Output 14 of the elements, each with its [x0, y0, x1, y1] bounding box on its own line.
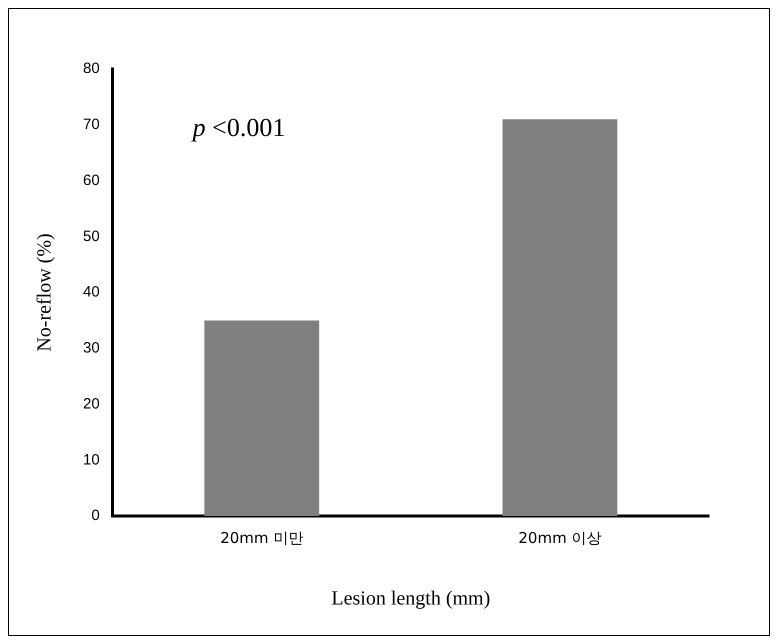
y-axis-title: No-reflow (%) — [33, 233, 56, 352]
x-tick-label: 20mm 미만 — [220, 528, 304, 547]
y-tick-label: 40 — [82, 284, 100, 301]
y-tick-label: 10 — [82, 451, 100, 468]
y-tick-label: 20 — [82, 395, 100, 412]
y-tick-label: 30 — [82, 340, 100, 357]
x-tick-label: 20mm 이상 — [518, 528, 602, 547]
y-tick-label: 0 — [91, 507, 100, 524]
y-tick-label: 60 — [82, 172, 100, 189]
annotation: p <0.001 — [190, 112, 286, 142]
y-tick-label: 80 — [82, 60, 100, 78]
y-tick-label: 50 — [82, 228, 100, 245]
x-axis-title: Lesion length (mm) — [331, 587, 490, 610]
y-tick-label: 70 — [82, 116, 100, 134]
